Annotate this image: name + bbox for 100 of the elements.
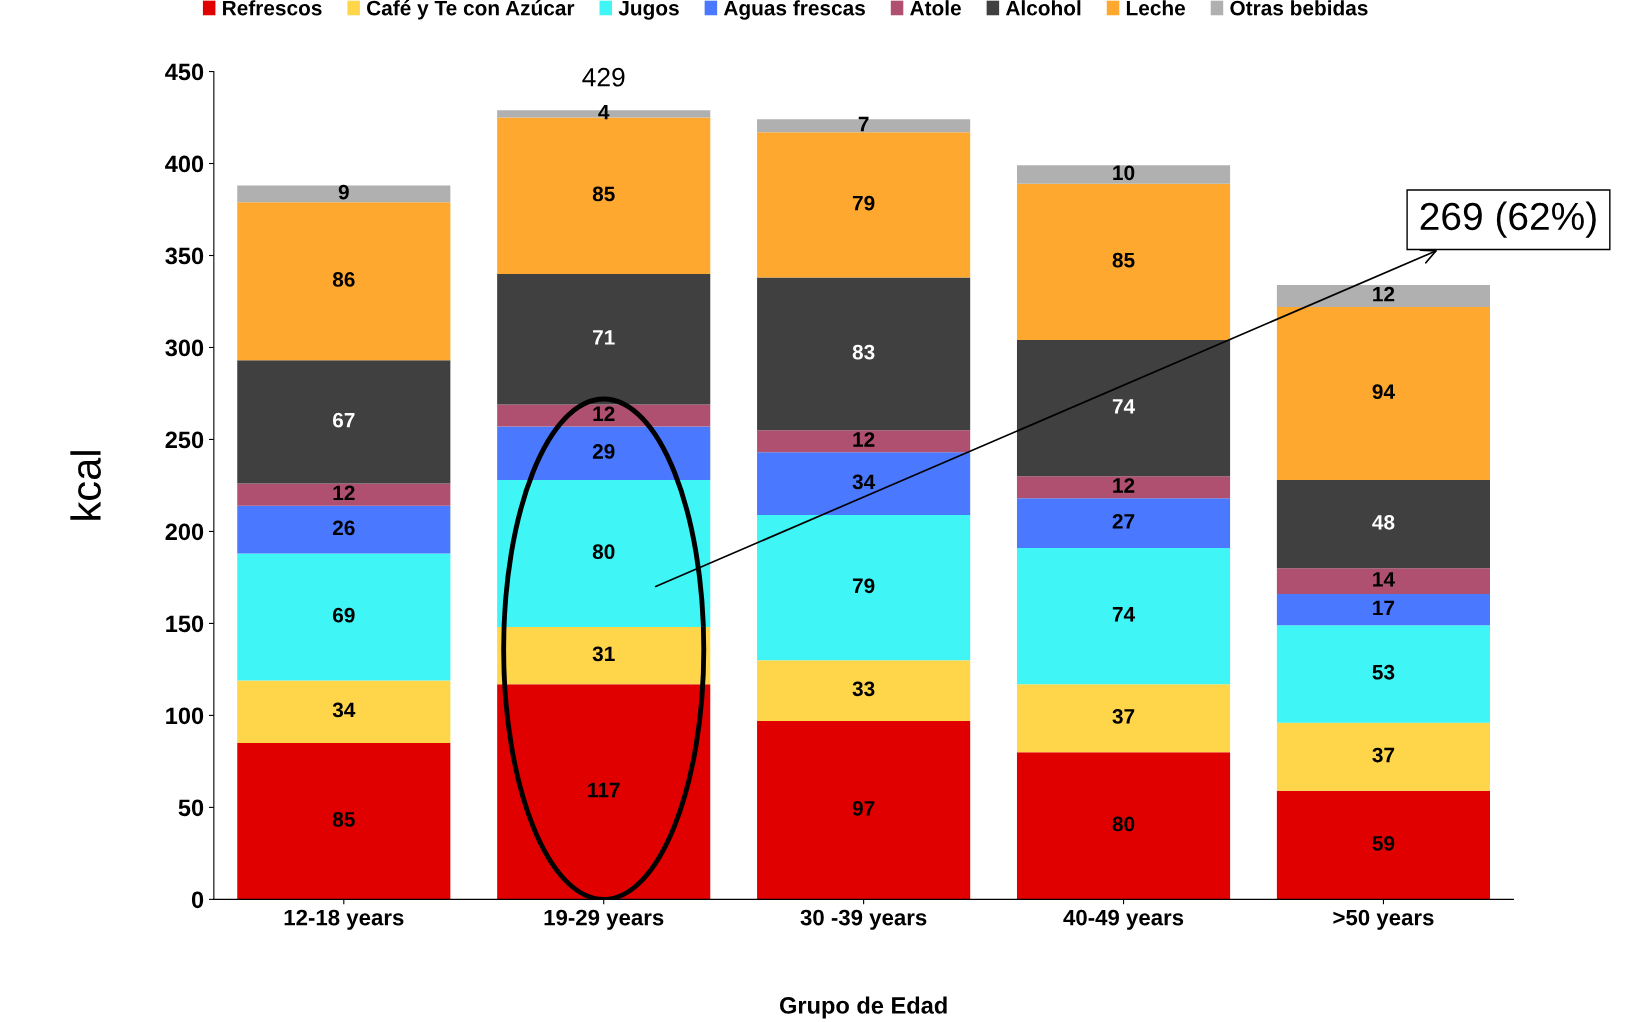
bar [1016, 752, 1231, 900]
data-label: 71 [593, 330, 615, 345]
x-tick-label: 19-29 years [544, 909, 664, 930]
data-label: 83 [852, 344, 875, 360]
total-label: 429 [582, 67, 625, 87]
x-tick-label: 40-49 years [1063, 909, 1184, 930]
bar [1016, 476, 1231, 499]
data-label: 29 [592, 444, 615, 459]
bar [497, 404, 711, 427]
data-label: 37 [1112, 709, 1135, 724]
bar [1276, 284, 1491, 308]
data-label: 14 [1373, 572, 1395, 587]
bar [237, 360, 451, 484]
bar [497, 627, 711, 685]
bar [497, 479, 711, 628]
data-label: 27 [1112, 514, 1135, 529]
data-label: 26 [332, 520, 355, 536]
data-label: 33 [852, 681, 875, 697]
data-label: 4 [598, 104, 610, 120]
data-label: 34 [332, 702, 356, 718]
bar [497, 273, 711, 405]
data-label: 17 [1373, 600, 1395, 616]
data-label: 85 [332, 812, 355, 827]
data-label: 12 [1373, 286, 1395, 302]
annotation: 269 (62%) [1420, 201, 1596, 238]
bar [1016, 183, 1231, 341]
data-label: 53 [1372, 664, 1395, 680]
data-label: 94 [1372, 384, 1395, 400]
data-label: 74 [1112, 399, 1136, 414]
data-label: 31 [592, 646, 615, 662]
data-label: 48 [1372, 514, 1395, 530]
x-tick-label: 12-18 years [284, 909, 404, 930]
bar [1016, 498, 1231, 548]
bar [757, 452, 971, 515]
legend-label: Jugos [618, 0, 679, 20]
data-label: 85 [592, 186, 615, 202]
bar [1016, 548, 1231, 685]
data-label: 74 [1112, 607, 1136, 622]
data-label: 34 [852, 474, 876, 490]
data-label: 12 [333, 485, 355, 501]
x-tick-label: 30 -39 years [800, 909, 927, 930]
bar [1276, 593, 1491, 626]
bar [237, 202, 451, 361]
data-label: 80 [592, 544, 615, 560]
data-label: 79 [852, 578, 875, 594]
y-tick-label: 100 [166, 707, 204, 725]
bar [1276, 479, 1491, 569]
bar [237, 742, 451, 900]
data-label: 10 [1113, 165, 1135, 181]
bar [237, 505, 451, 554]
data-label: 59 [1372, 835, 1395, 851]
y-tick-label: 200 [165, 523, 204, 541]
data-label: 97 [852, 800, 875, 816]
bar [757, 514, 971, 661]
bar [237, 185, 451, 203]
bar [1276, 722, 1491, 791]
data-label: 9 [338, 184, 349, 200]
data-label: 67 [332, 412, 355, 428]
legend-label: Café y Te con Azúcar [367, 0, 575, 20]
y-tick-label: 250 [165, 431, 204, 449]
bar [1276, 568, 1491, 594]
bar [497, 426, 711, 480]
bar [757, 660, 971, 721]
data-label: 86 [332, 272, 355, 287]
bar [1276, 625, 1491, 723]
y-tick-label: 350 [165, 247, 204, 265]
data-label: 79 [852, 195, 875, 211]
y-tick-label: 400 [165, 155, 204, 173]
bar [757, 430, 971, 453]
y-tick-label: 150 [166, 615, 204, 633]
y-tick-label: 450 [165, 63, 204, 81]
data-label: 12 [1113, 478, 1135, 493]
y-tick-label: 0 [191, 891, 204, 909]
bar [237, 680, 451, 743]
y-tick-label: 50 [178, 799, 204, 817]
legend-label: Refrescos [223, 0, 322, 16]
data-label: 7 [858, 116, 869, 132]
data-label: 80 [1112, 816, 1135, 832]
data-label: 12 [853, 432, 875, 447]
bar [1276, 790, 1491, 900]
bar [1276, 307, 1491, 480]
bar [1016, 165, 1231, 184]
y-axis-title: kcal [70, 451, 101, 520]
bar [237, 483, 451, 506]
data-label: 69 [332, 607, 355, 623]
legend-label: Alcohol [1005, 0, 1081, 16]
bar [1016, 340, 1231, 477]
bar [757, 132, 971, 278]
bar [757, 277, 971, 431]
legend-label: Aguas frescas [723, 0, 865, 20]
data-label: 85 [1112, 252, 1135, 268]
legend-label: Atole [910, 0, 961, 16]
bar [757, 720, 971, 900]
legend-label: Otras bebidas [1230, 0, 1368, 16]
y-tick-label: 300 [165, 339, 204, 357]
data-label: 37 [1372, 747, 1395, 763]
bar [237, 553, 451, 681]
data-label: 117 [588, 782, 620, 798]
legend-label: Leche [1126, 0, 1186, 16]
x-axis-title: Grupo de Edad [779, 996, 947, 1019]
